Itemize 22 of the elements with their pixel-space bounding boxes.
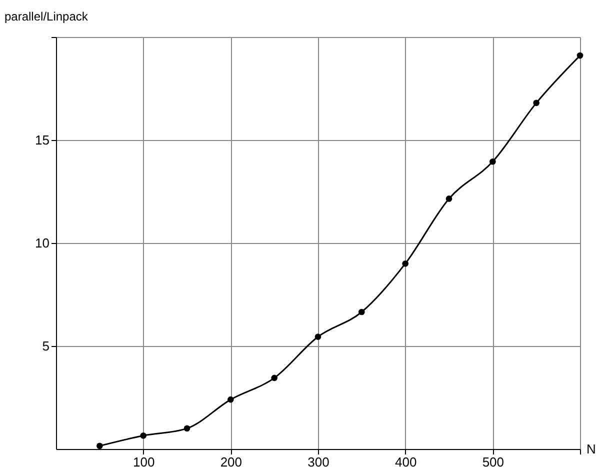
y-tick-label: 15 (35, 132, 50, 148)
x-tick-label: 200 (220, 454, 242, 467)
x-tick-label: 300 (308, 454, 330, 467)
point (576, 52, 584, 59)
point (358, 308, 365, 316)
x-axis-title: N (586, 442, 596, 456)
point (490, 158, 496, 165)
point (446, 196, 452, 202)
y-tick-label: 5 (42, 338, 50, 354)
x-tick-label: 500 (482, 454, 504, 467)
y-tick-label: 10 (35, 236, 50, 250)
y-axis-title: parallel/Linpack (4, 10, 89, 24)
point (140, 432, 146, 439)
point (402, 260, 408, 267)
point (184, 425, 190, 432)
point (271, 374, 278, 382)
point (228, 396, 234, 403)
point (314, 334, 322, 340)
x-tick-label: 100 (132, 454, 155, 467)
point (96, 442, 103, 450)
point (533, 100, 540, 106)
x-tick-label: 400 (394, 454, 417, 467)
